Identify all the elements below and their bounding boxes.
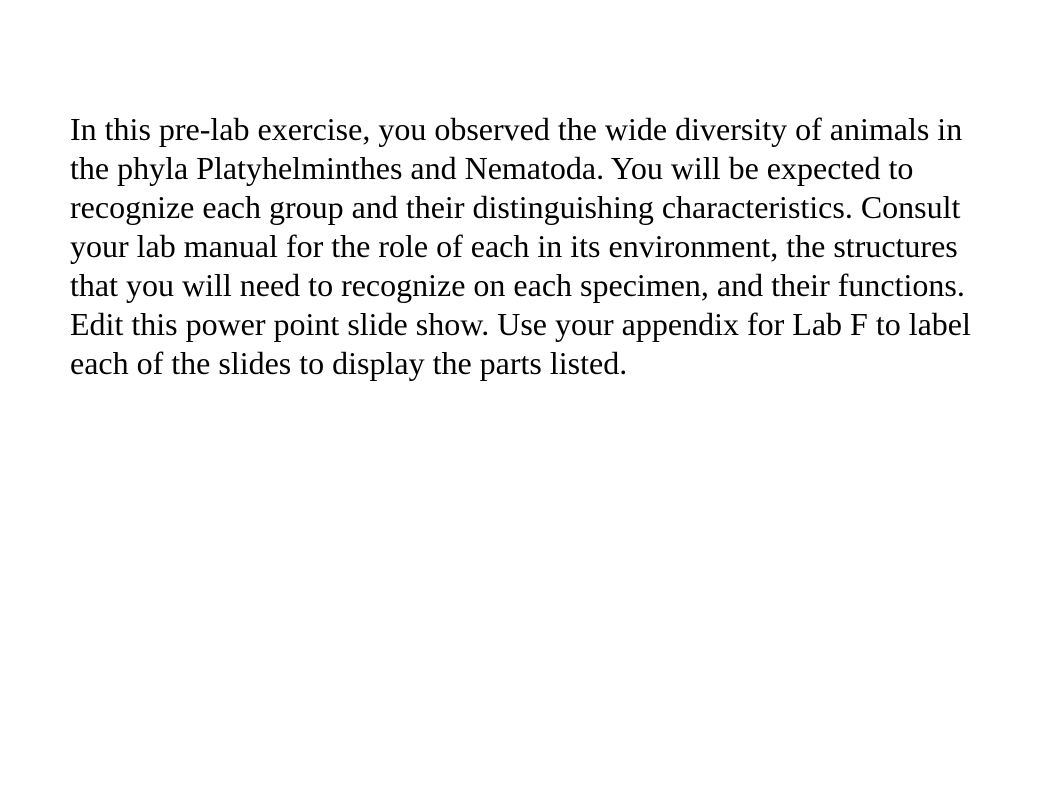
slide-container: In this pre-lab exercise, you observed t… <box>0 0 1062 797</box>
slide-body-text: In this pre-lab exercise, you observed t… <box>70 110 990 383</box>
